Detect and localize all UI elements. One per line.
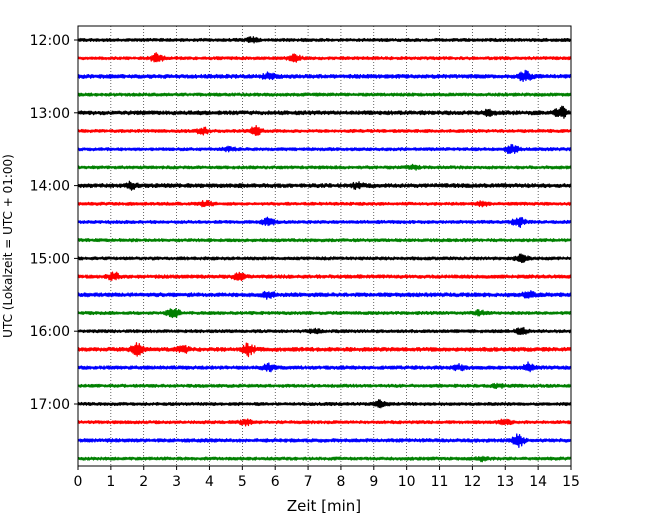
y-tick-label: 12:00 [30,33,70,49]
trace-1630 [77,361,572,373]
x-tick-label: 5 [238,474,247,490]
y-tick-label: 13:00 [30,106,70,122]
y-axis: 12:00 13:00 14:00 15:00 16:00 17:00 [30,33,78,413]
trace-group [77,36,572,463]
trace-1200 [77,36,572,44]
trace-1315 [77,125,572,136]
x-tick-label: 7 [304,474,313,490]
x-tick-label: 4 [205,474,214,490]
y-tick-label: 15:00 [30,251,70,267]
x-tick-label: 8 [336,474,345,490]
x-tick-label: 0 [74,474,83,490]
trace-1745 [77,455,572,463]
x-tick-label: 15 [562,474,580,490]
trace-1215 [77,52,572,63]
trace-1400 [77,180,572,191]
x-axis: 0 1 2 3 4 5 6 7 8 9 10 11 12 13 14 15 [74,466,580,490]
trace-1230 [77,69,572,83]
y-axis-label: UTC (Lokalzeit = UTC + 01:00) [1,154,15,338]
x-tick-label: 12 [463,474,481,490]
x-tick-label: 3 [172,474,181,490]
x-tick-label: 13 [496,474,514,490]
x-tick-label: 10 [398,474,416,490]
x-tick-label: 14 [529,474,547,490]
x-tick-label: 6 [271,474,280,490]
x-tick-label: 2 [139,474,148,490]
x-tick-label: 11 [431,474,449,490]
trace-1645 [77,382,572,390]
x-tick-label: 9 [369,474,378,490]
trace-1330 [77,143,572,155]
trace-1515 [77,271,572,282]
trace-1415 [77,199,572,208]
trace-1615 [77,342,572,358]
trace-1530 [77,290,572,300]
y-tick-label: 14:00 [30,179,70,195]
trace-1500 [77,253,572,264]
plot-frame [77,25,572,467]
trace-1545 [77,307,572,319]
trace-1345 [77,163,572,171]
trace-1245 [77,92,572,97]
x-axis-label: Zeit [min] [287,497,361,515]
trace-1730 [77,433,572,449]
trace-1600 [77,326,572,336]
trace-1300 [77,105,572,119]
x-tick-label: 1 [106,474,115,490]
trace-1445 [77,238,572,243]
y-tick-label: 16:00 [30,324,70,340]
trace-1430 [77,216,572,229]
trace-1715 [77,418,572,427]
trace-1700 [77,399,572,409]
y-tick-label: 17:00 [30,397,70,413]
